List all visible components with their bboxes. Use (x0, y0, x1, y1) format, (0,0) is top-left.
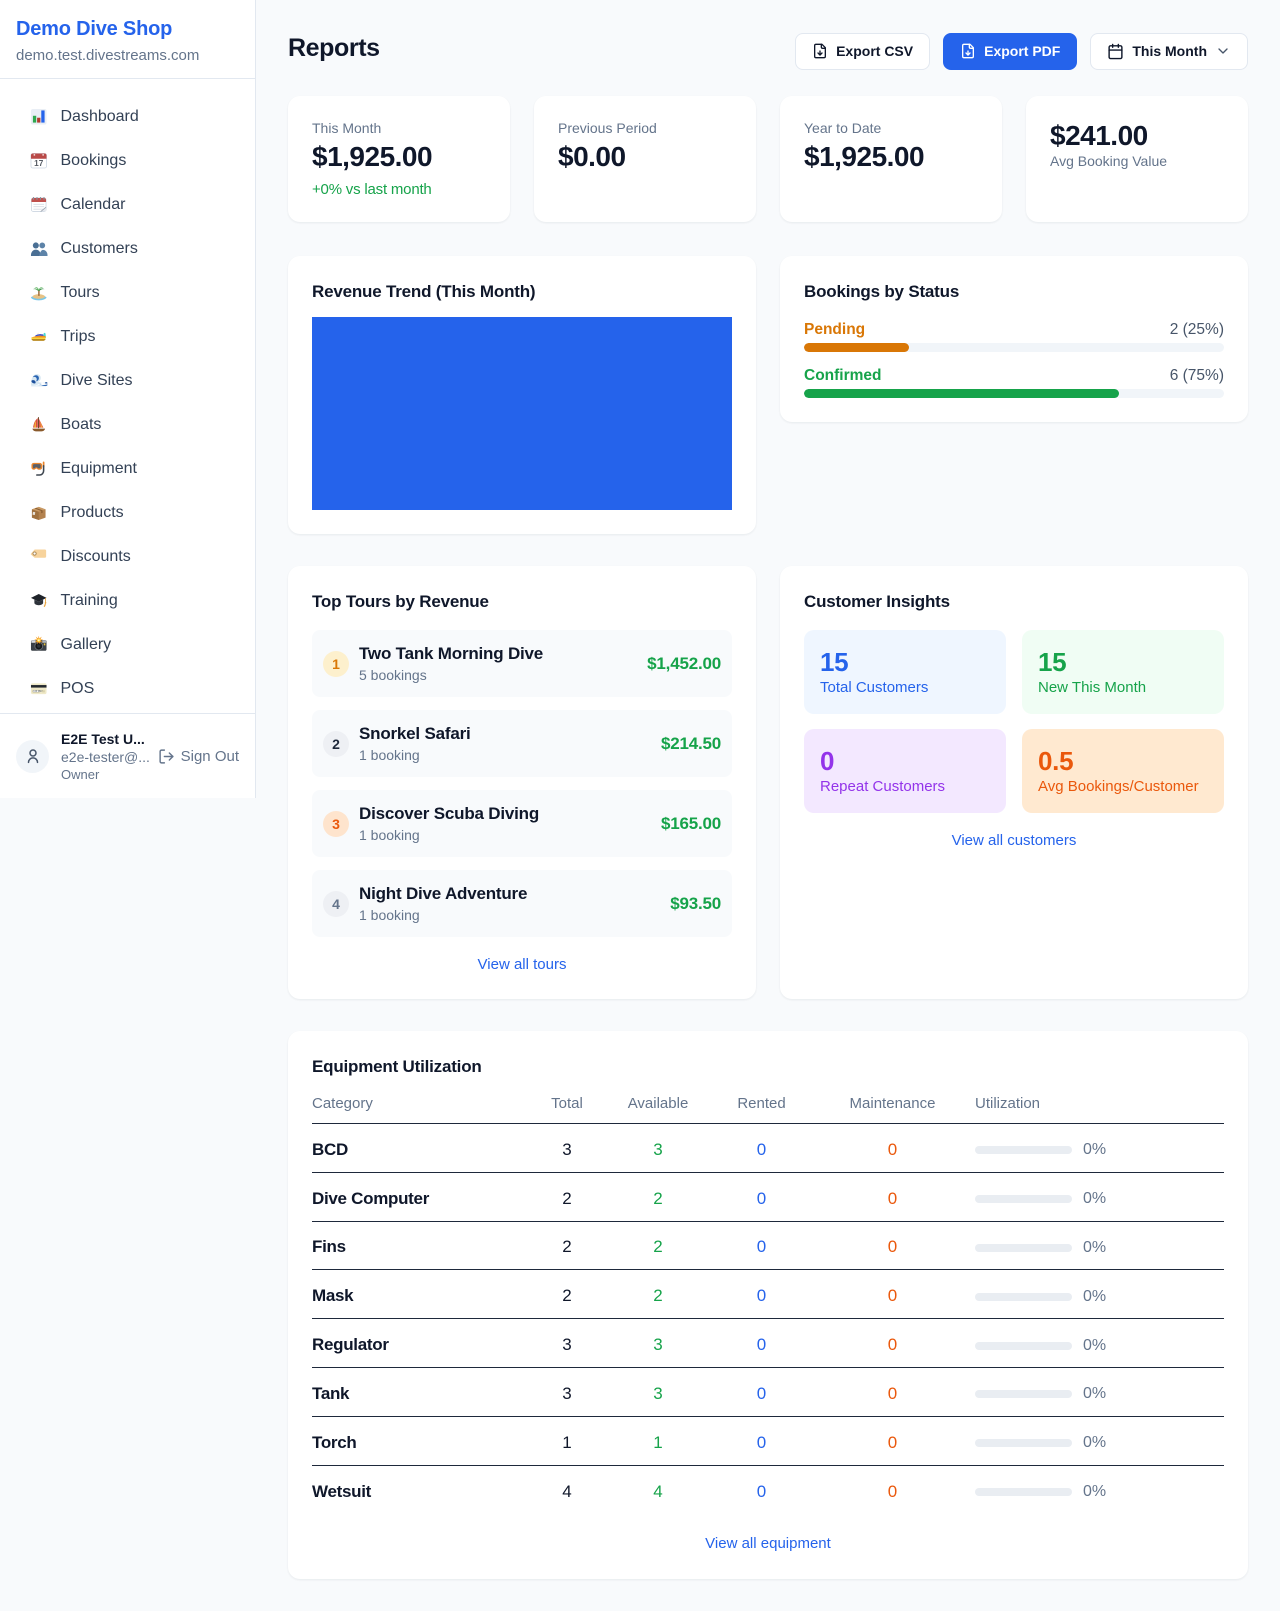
svg-text:17: 17 (34, 159, 44, 168)
svg-text:123 4567: 123 4567 (33, 691, 43, 693)
